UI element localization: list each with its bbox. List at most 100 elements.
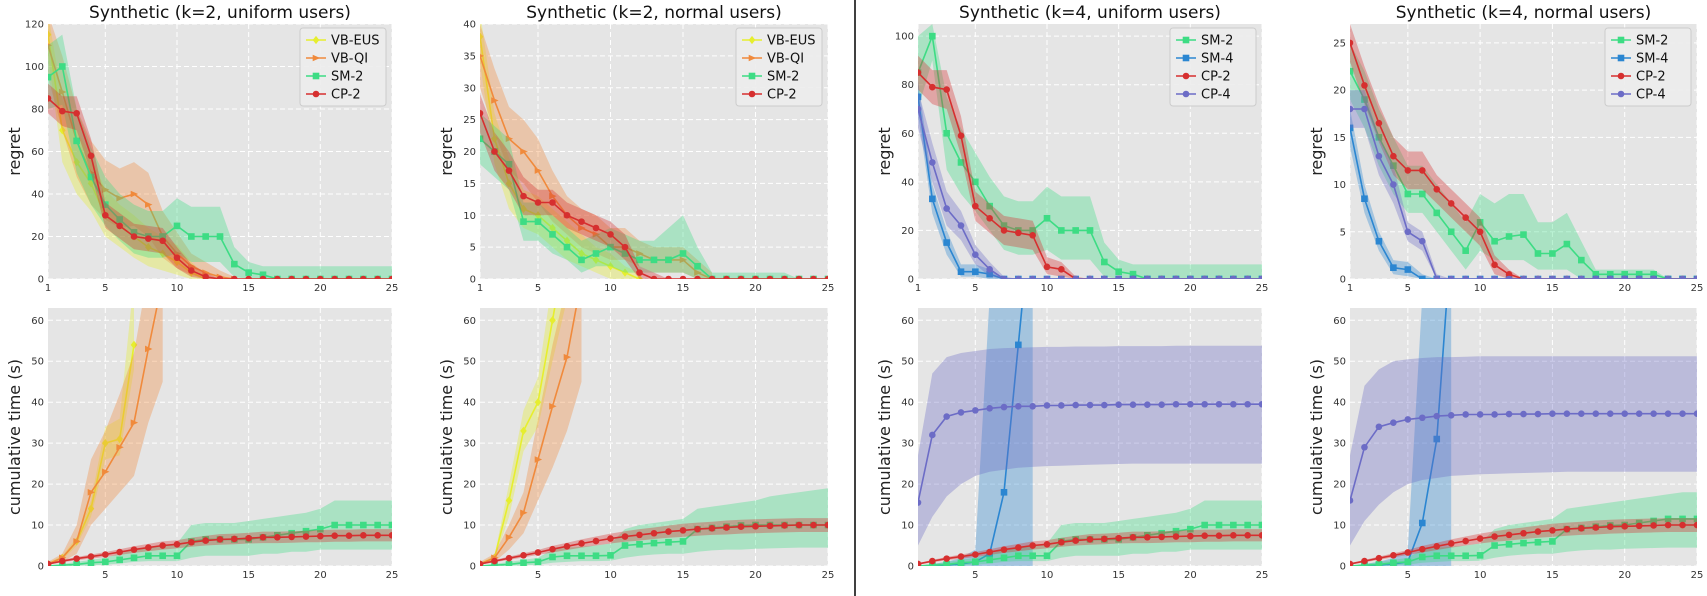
data-point-cp-4 [1230,275,1237,279]
data-point-sm-4 [943,239,950,246]
data-point-cp-2 [563,211,571,219]
data-point-sm-2 [116,216,123,223]
series-cp-2 [918,529,1262,566]
data-point-cp-2 [795,275,803,279]
data-point-cp-2 [1058,538,1065,546]
data-point-cp-2 [1621,522,1629,530]
data-point-cp-4 [1404,228,1412,236]
legend-entry-sm-2: SM-2 [1176,34,1233,49]
data-point-vb-qi [480,54,485,58]
data-point-sm-4 [1390,264,1397,271]
x-tick-label: 25 [1691,283,1704,294]
confidence-band-vb-eus [480,24,640,279]
x-tick-label: 10 [1041,570,1054,581]
legend-entry-sm-4: SM-4 [1176,52,1233,67]
x-tick-label: 1 [1347,283,1353,294]
confidence-band-vb-eus [48,24,206,279]
data-point-cp-2 [795,521,803,529]
legend: VB-EUS VB-QI SM-2 CP-2 [735,27,823,107]
data-point-vb-eus [159,249,166,258]
data-point-cp-4 [1433,275,1441,279]
data-point-vb-eus [636,274,643,279]
data-point-cp-2 [1549,527,1556,534]
data-point-sm-2 [679,538,687,545]
data-point-sm-2 [1476,552,1484,559]
y-axis-label: regret [1307,127,1326,176]
data-point-cp-2 [480,109,484,117]
y-tick-label: 5 [470,243,476,254]
x-tick-label: 25 [386,283,399,294]
data-point-cp-2 [1350,39,1354,47]
y-tick-label: 0 [1340,275,1346,286]
legend: VB-EUS VB-QI SM-2 CP-2 [299,27,387,107]
data-point-cp-2 [986,214,993,222]
data-point-cp-4 [986,405,993,412]
data-point-sm-2 [1534,250,1542,257]
data-point-cp-2 [1390,552,1397,559]
data-point-cp-2 [73,555,80,562]
data-point-vb-qi [505,534,514,541]
data-point-sm-2 [563,552,571,560]
x-tick-label: 10 [171,570,184,581]
data-point-cp-2 [1433,543,1441,550]
y-tick-label: 30 [1333,439,1346,450]
data-point-vb-eus [505,496,513,505]
data-point-sm-2 [1361,96,1368,103]
data-point-cp-4 [918,105,922,113]
legend-label: VB-EUS [767,34,815,49]
data-point-cp-2 [1534,528,1542,535]
data-point-cp-4 [943,205,950,212]
data-point-cp-4 [1101,275,1108,279]
data-point-cp-2 [972,551,979,558]
x-tick-label: 10 [1474,283,1487,294]
data-point-vb-qi [48,43,53,48]
y-tick-label: 10 [1333,180,1346,191]
data-point-cp-4 [957,222,965,229]
data-point-sm-2 [159,552,166,560]
data-point-vb-qi [549,192,557,200]
y-tick-label: 20 [1333,86,1346,97]
legend-entry-vb-qi: VB-QI [742,52,804,67]
data-point-cp-2 [929,83,936,91]
data-point-cp-2 [331,532,338,539]
data-point-cp-2 [1361,557,1368,565]
data-point-cp-4 [1129,401,1137,408]
data-point-cp-4 [1476,275,1484,279]
data-point-cp-4 [1520,275,1527,279]
data-point-sm-2 [388,521,392,529]
data-point-sm-2 [1505,233,1513,240]
data-point-cp-2 [302,533,310,540]
x-tick-label: 5 [102,570,108,581]
data-point-cp-4 [1462,275,1469,279]
confidence-band-cp-2 [1350,24,1697,279]
data-point-sm-2 [1390,162,1397,169]
legend-marker [1617,36,1625,44]
data-point-cp-2 [918,69,922,76]
x-tick-label: 5 [535,570,541,581]
data-point-sm-2 [173,552,181,560]
data-point-sm-2 [480,135,484,143]
legend: SM-2 SM-4 CP-2 CP-4 [1604,27,1692,107]
legend-label: SM-2 [331,70,363,85]
y-tick-label: 40 [901,398,914,409]
series-cp-4 [918,89,1262,279]
y-tick-label: 20 [901,226,914,237]
data-point-cp-2 [259,275,267,279]
data-point-sm-2 [1258,521,1262,529]
x-tick-label: 25 [1691,570,1704,581]
data-point-cp-4 [1650,410,1657,417]
data-point-cp-2 [737,523,745,530]
chart-p8: 5 10 15 20 25 0 10 20 30 40 50 60 cumulative time (s… [1307,308,1704,581]
data-point-sm-2 [607,243,614,251]
confidence-band-vb-qi [48,308,163,565]
y-tick-label: 50 [31,357,44,368]
data-point-sm-2 [972,178,979,186]
data-point-cp-4 [1058,275,1065,279]
data-point-cp-2 [345,275,353,279]
data-point-vb-qi [520,148,528,155]
data-point-sm-2 [1029,552,1036,560]
data-point-cp-4 [1433,412,1441,420]
data-point-sm-2 [1650,517,1657,525]
data-point-cp-4 [1534,410,1542,418]
